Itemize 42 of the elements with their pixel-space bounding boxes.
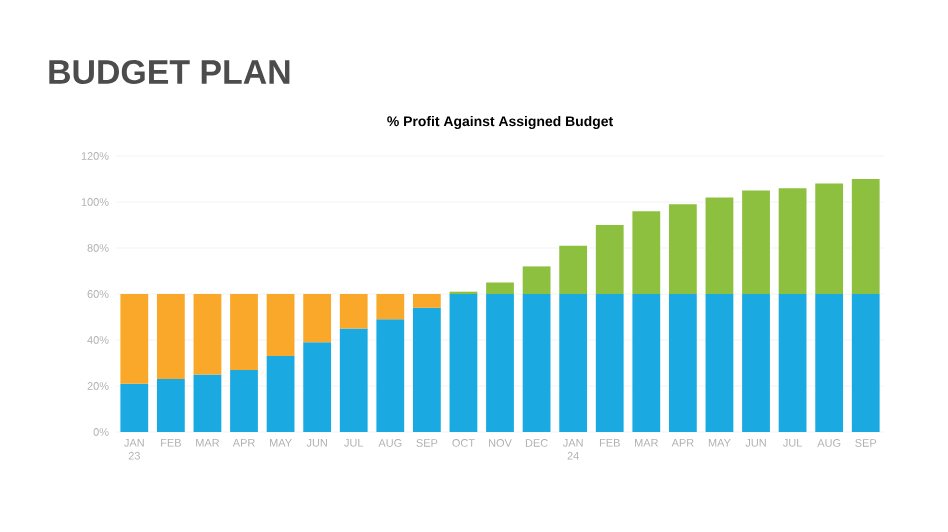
bar <box>632 211 661 294</box>
bar <box>851 179 880 294</box>
bar <box>266 356 295 432</box>
bar <box>156 294 185 380</box>
bar <box>303 294 332 343</box>
bar <box>705 197 734 294</box>
bar <box>742 190 770 294</box>
bar <box>449 294 478 432</box>
bar <box>376 294 405 320</box>
bar <box>522 294 551 432</box>
bar <box>705 294 734 432</box>
bar <box>559 294 588 432</box>
bar <box>486 294 514 432</box>
bar <box>486 282 514 294</box>
bar <box>632 294 661 432</box>
bar <box>815 294 844 432</box>
bar <box>851 294 880 432</box>
chart-title: BUDGET PLAN <box>49 60 290 84</box>
bar <box>230 294 258 370</box>
bar <box>668 294 697 432</box>
bar <box>193 294 222 375</box>
bar <box>156 379 185 432</box>
bar <box>412 307 441 432</box>
bar <box>815 183 844 294</box>
bar <box>339 328 368 432</box>
bar <box>193 374 222 432</box>
bar <box>120 383 149 432</box>
bar <box>595 225 624 294</box>
bar <box>230 369 258 432</box>
bar <box>595 294 624 432</box>
bar <box>778 188 807 294</box>
bar <box>412 294 441 308</box>
bar <box>668 204 697 294</box>
bar <box>339 294 368 329</box>
bar <box>559 245 588 294</box>
bar <box>303 342 332 432</box>
bar <box>266 294 295 357</box>
bar <box>376 319 405 432</box>
bar <box>120 294 149 384</box>
bar <box>522 266 551 294</box>
bar <box>742 294 770 432</box>
bar <box>778 294 807 432</box>
